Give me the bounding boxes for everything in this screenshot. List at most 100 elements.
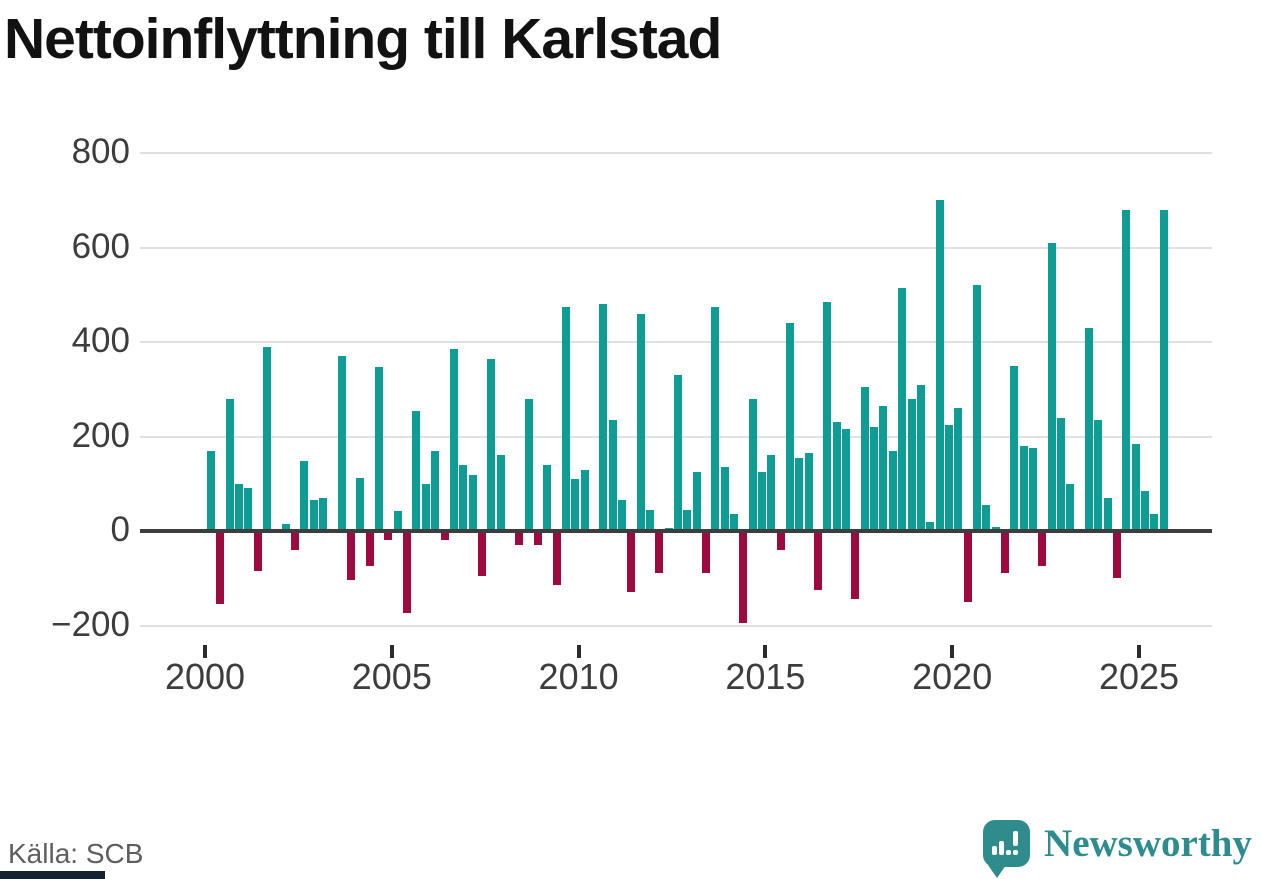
bar-2010-q3 xyxy=(599,304,608,531)
bar-2022-q4 xyxy=(1056,417,1065,531)
bar-2020-q1 xyxy=(954,408,963,531)
bar-2021-q3 xyxy=(1010,365,1019,531)
bar-2007-q1 xyxy=(468,475,477,531)
x-axis-tick-2000 xyxy=(203,645,207,658)
bar-2000-q2 xyxy=(216,533,225,604)
bar-2022-q2 xyxy=(1038,533,1047,567)
bar-2001-q1 xyxy=(244,488,253,531)
bar-2012-q3 xyxy=(674,375,682,531)
bar-2023-q3 xyxy=(1084,327,1093,531)
bar-2006-q3 xyxy=(449,349,458,531)
bar-2000-q3 xyxy=(225,398,234,531)
bar-2004-q4 xyxy=(384,533,393,541)
bar-2024-q4 xyxy=(1131,443,1140,531)
bar-2013-q1 xyxy=(692,471,701,531)
bar-2018-q1 xyxy=(879,405,888,531)
bar-2014-q3 xyxy=(748,398,757,531)
bar-2020-q2 xyxy=(963,533,972,602)
bar-2025-q2 xyxy=(1150,514,1159,531)
bar-2002-q4 xyxy=(309,500,318,531)
bar-2003-q3 xyxy=(337,356,346,531)
bar-2017-q2 xyxy=(851,533,860,600)
bar-2007-q4 xyxy=(496,455,505,531)
bar-2019-q1 xyxy=(916,384,925,531)
bar-2008-q4 xyxy=(533,533,542,545)
bar-2012-q1 xyxy=(655,533,664,574)
bar-2009-q3 xyxy=(561,306,570,531)
bar-2006-q4 xyxy=(459,464,468,531)
bar-2012-q4 xyxy=(683,509,692,531)
bar-2019-q2 xyxy=(926,521,935,531)
bar-2015-q3 xyxy=(786,323,795,531)
bar-2021-q2 xyxy=(1000,533,1009,574)
x-axis-tick-label: 2005 xyxy=(351,656,432,697)
x-axis-tick-label: 2015 xyxy=(725,656,806,697)
source-label: Källa: SCB xyxy=(8,838,144,869)
gridline-400 xyxy=(140,341,1212,343)
x-axis-tick-label: 2000 xyxy=(164,656,246,697)
bar-chart-speech-bubble-icon xyxy=(983,820,1031,878)
bar-2017-q4 xyxy=(870,427,879,531)
x-axis-tick-label: 2025 xyxy=(1098,656,1180,697)
brand-name: Newsworthy xyxy=(1044,822,1252,865)
bar-2002-q1 xyxy=(281,523,290,531)
bar-2024-q1 xyxy=(1103,497,1112,531)
y-axis-tick-label: −200 xyxy=(51,604,130,644)
bar-2009-q2 xyxy=(552,533,561,585)
bar-2025-q1 xyxy=(1141,490,1149,531)
bar-2018-q4 xyxy=(907,398,916,531)
bar-2011-q1 xyxy=(617,500,626,531)
gridline-800 xyxy=(140,152,1212,154)
x-axis-tick-2010 xyxy=(576,645,581,658)
bar-2009-q4 xyxy=(571,479,580,531)
bar-2008-q3 xyxy=(524,398,533,531)
bar-2001-q2 xyxy=(253,533,262,571)
bar-2010-q1 xyxy=(580,469,589,531)
bar-2013-q2 xyxy=(702,533,711,574)
bar-2002-q3 xyxy=(300,461,309,531)
bar-2019-q3 xyxy=(935,200,944,531)
bar-2015-q1 xyxy=(767,455,776,531)
bar-2004-q2 xyxy=(365,533,374,567)
bar-2005-q2 xyxy=(403,533,412,614)
newsworthy-logo[interactable]: Newsworthy xyxy=(983,820,1252,878)
x-axis-tick-2005 xyxy=(389,645,394,658)
bar-2025-q3 xyxy=(1159,209,1168,531)
x-axis-tick-2015 xyxy=(763,645,768,658)
bar-2005-q1 xyxy=(393,511,402,531)
y-axis-tick-label: 0 xyxy=(110,510,130,549)
bar-2006-q2 xyxy=(440,533,449,541)
bar-2023-q4 xyxy=(1094,419,1103,531)
bar-2016-q4 xyxy=(832,422,841,531)
bar-2021-q4 xyxy=(1019,445,1028,531)
bar-2004-q1 xyxy=(356,477,365,531)
bar-2011-q4 xyxy=(645,509,654,531)
x-axis-zero-line xyxy=(140,529,1212,533)
bar-2016-q1 xyxy=(804,453,813,531)
x-axis-tick-2020 xyxy=(950,645,955,658)
bar-2024-q2 xyxy=(1112,533,1121,578)
bar-2014-q4 xyxy=(758,471,767,531)
bar-2011-q3 xyxy=(636,313,645,531)
bar-2016-q3 xyxy=(823,301,832,531)
bar-2011-q2 xyxy=(627,533,636,593)
y-axis-tick-label: 800 xyxy=(71,132,130,171)
bar-2018-q3 xyxy=(898,287,907,531)
gridline-600 xyxy=(140,246,1212,249)
bar-2008-q2 xyxy=(515,533,524,545)
bar-2018-q2 xyxy=(888,450,897,531)
bar-2023-q1 xyxy=(1066,483,1075,531)
bar-2004-q3 xyxy=(375,366,384,531)
bar-2000-q1 xyxy=(207,450,215,531)
bar-2022-q1 xyxy=(1028,448,1037,531)
bar-2000-q4 xyxy=(235,483,244,531)
gridline--200 xyxy=(140,624,1212,627)
bar-2020-q3 xyxy=(972,285,981,531)
bar-2022-q3 xyxy=(1047,242,1056,531)
bar-2016-q2 xyxy=(814,533,823,590)
bar-2010-q4 xyxy=(608,419,617,531)
y-axis-tick-label: 400 xyxy=(71,321,130,360)
x-axis-tick-label: 2010 xyxy=(538,656,619,697)
bar-2015-q4 xyxy=(795,457,804,531)
